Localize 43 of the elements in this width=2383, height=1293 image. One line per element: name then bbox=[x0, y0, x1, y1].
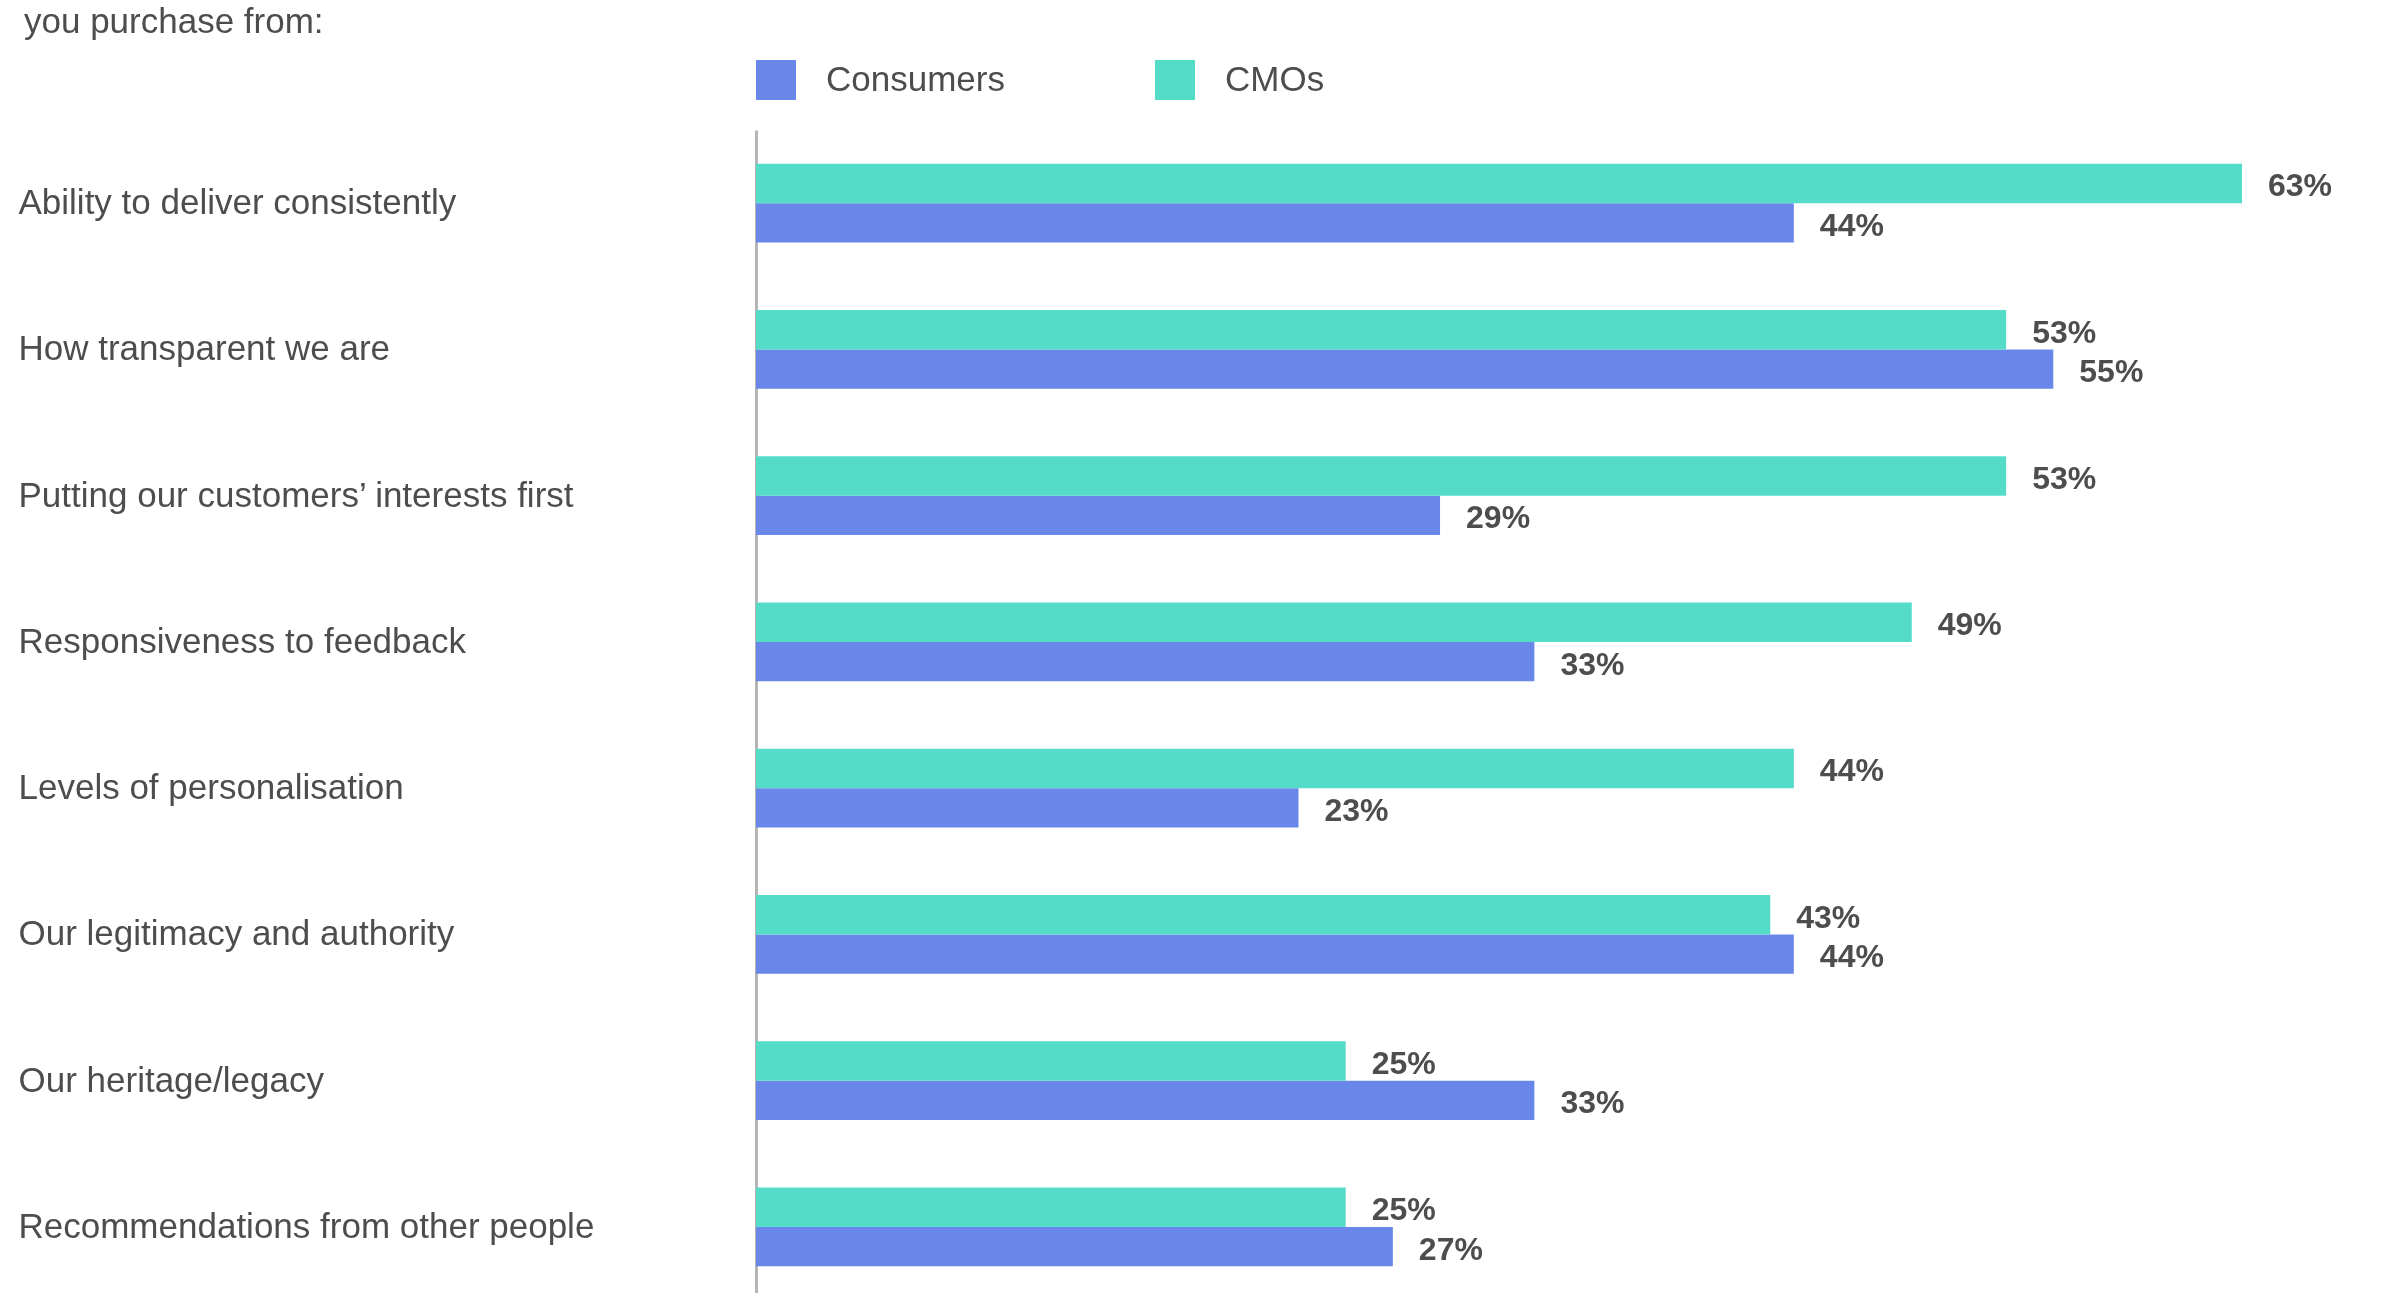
bar bbox=[756, 309, 2007, 350]
bar bbox=[756, 894, 1771, 935]
bar bbox=[756, 495, 1441, 536]
data-label: 25% bbox=[1371, 1191, 1436, 1228]
bar bbox=[756, 788, 1299, 828]
bar bbox=[756, 748, 1794, 789]
bar bbox=[756, 163, 2242, 204]
data-label: 33% bbox=[1560, 645, 1625, 682]
bar bbox=[756, 349, 2054, 389]
y-tick-label: Putting our customers’ interests first bbox=[18, 474, 574, 514]
legend-label: Consumers bbox=[826, 59, 1005, 98]
data-label: 43% bbox=[1796, 898, 1861, 935]
data-label: 53% bbox=[2032, 313, 2097, 350]
legend-label: CMOs bbox=[1225, 59, 1325, 98]
y-tick-label: Recommendations from other people bbox=[18, 1205, 595, 1245]
data-label: 49% bbox=[1937, 606, 2002, 643]
y-tick-label: Ability to deliver consistently bbox=[18, 182, 457, 222]
bar bbox=[756, 1080, 1535, 1121]
bar bbox=[756, 1226, 1393, 1267]
data-label: 33% bbox=[1560, 1084, 1625, 1121]
y-tick-label: Our legitimacy and authority bbox=[18, 913, 455, 953]
data-label: 44% bbox=[1819, 938, 1884, 975]
bar bbox=[756, 934, 1794, 974]
data-label: 29% bbox=[1466, 499, 1531, 536]
data-label: 23% bbox=[1324, 791, 1389, 828]
data-label: 55% bbox=[2079, 353, 2144, 390]
bar bbox=[756, 602, 1912, 642]
data-label: 63% bbox=[2268, 167, 2333, 204]
bar bbox=[756, 641, 1535, 682]
y-tick-label: Responsiveness to feedback bbox=[18, 620, 467, 660]
bar bbox=[756, 203, 1794, 243]
y-tick-label: How transparent we are bbox=[18, 328, 391, 368]
bar bbox=[756, 456, 2007, 496]
data-label: 44% bbox=[1819, 752, 1884, 789]
bar bbox=[756, 1187, 1346, 1227]
bar bbox=[756, 1041, 1346, 1081]
data-label: 44% bbox=[1819, 206, 1884, 243]
text: you purchase from: bbox=[24, 1, 324, 40]
data-label: 27% bbox=[1418, 1230, 1483, 1267]
y-tick-label: Our heritage/legacy bbox=[18, 1059, 325, 1099]
data-label: 25% bbox=[1371, 1044, 1436, 1081]
data-label: 53% bbox=[2032, 459, 2097, 496]
y-tick-label: Levels of personalisation bbox=[18, 767, 404, 807]
